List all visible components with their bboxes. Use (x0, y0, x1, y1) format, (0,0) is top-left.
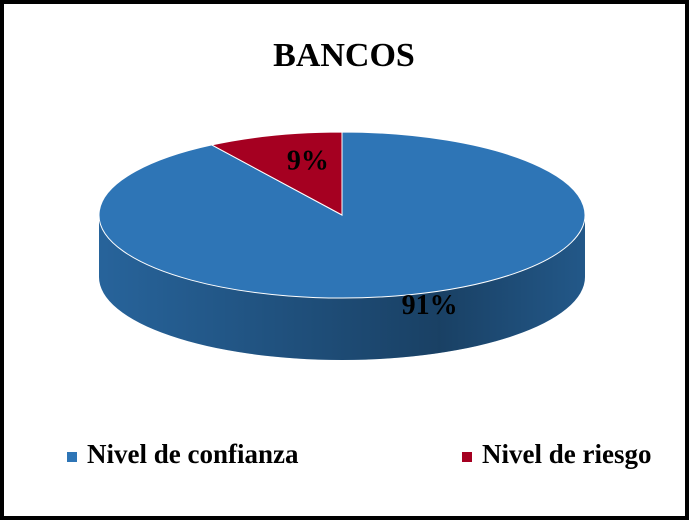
data-label: 91% (402, 290, 458, 321)
legend-swatch (67, 452, 77, 462)
legend-swatch (462, 452, 472, 462)
legend-label: Nivel de confianza (87, 439, 299, 469)
data-label: 9% (287, 146, 329, 177)
chart-title: BANCOS (273, 37, 415, 74)
legend-label: Nivel de riesgo (482, 439, 651, 469)
slice (210, 131, 343, 216)
side-shade (99, 215, 585, 360)
